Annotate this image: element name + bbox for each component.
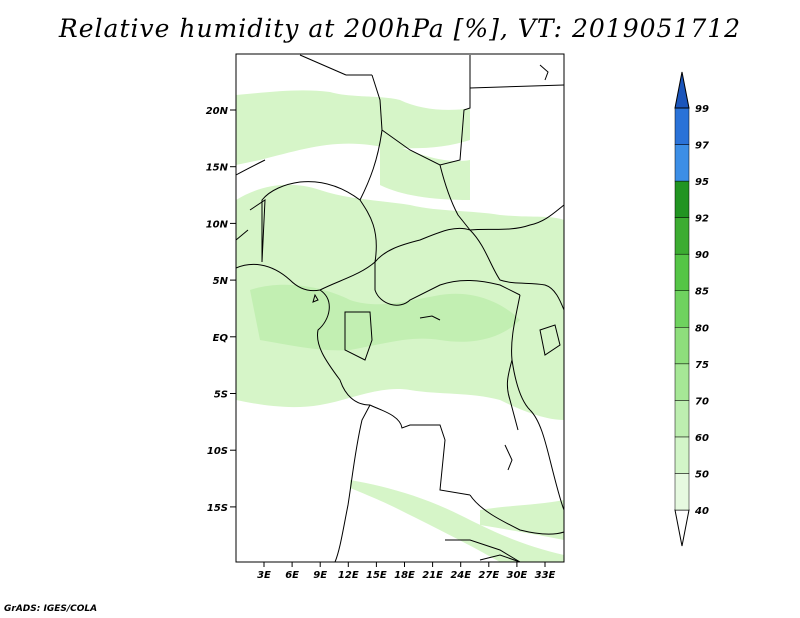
border-path (235, 263, 321, 292)
lon-tick-label: 21E (422, 570, 443, 581)
lat-tick-label: 10N (206, 219, 229, 230)
border-path (235, 199, 266, 263)
lake-mark (312, 293, 319, 303)
map-title: Relative humidity at 200hPa [%], VT: 201… (58, 14, 742, 43)
grads-credit: GrADS: IGES/COLA (4, 604, 98, 614)
colorbar-label: 80 (695, 323, 709, 334)
humidity-shading (236, 90, 564, 562)
border-path (469, 494, 565, 535)
lat-tick-label: 5S (214, 390, 228, 401)
lake-mark (504, 444, 513, 471)
colorbar-segment (674, 217, 690, 255)
longitude-axis: 3E 6E 9E 12E 15E 18E 21E 24E 27E 30E 33E (257, 562, 556, 581)
colorbar-label: 92 (695, 214, 709, 225)
border-path (506, 359, 519, 431)
border-path (511, 294, 531, 411)
lakes (312, 64, 549, 471)
colorbar-lower-arrow (674, 509, 690, 547)
lake-mark (539, 64, 549, 81)
border-path (299, 54, 372, 76)
colorbar-segment (674, 180, 690, 218)
colorbar-label: 95 (695, 177, 709, 188)
colorbar-segment (674, 473, 690, 511)
lat-tick-label: 20N (206, 106, 229, 117)
border-path (539, 324, 561, 356)
lat-tick-label: 15N (206, 163, 229, 174)
map-frame (235, 53, 565, 563)
lat-tick-label: EQ (213, 333, 229, 344)
colorbar-segment (674, 400, 690, 438)
border-path (445, 539, 521, 563)
lon-tick-label: 27E (478, 570, 499, 581)
border-path (479, 554, 521, 563)
border-path (334, 404, 371, 563)
border-path (439, 164, 471, 231)
colorbar-label: 85 (695, 287, 709, 298)
colorbar-label: 90 (695, 250, 709, 261)
colorbar-segment (674, 436, 690, 474)
colorbar-label: 40 (694, 506, 709, 517)
lon-tick-label: 3E (257, 570, 271, 581)
humidity-area-south (350, 480, 564, 562)
border-path (359, 199, 377, 263)
lon-tick-label: 15E (366, 570, 387, 581)
colorbar-segment (674, 327, 690, 365)
colorbar-segment (674, 253, 690, 291)
colorbar-segment (674, 144, 690, 182)
colorbar-segment (674, 363, 690, 401)
lon-tick-label: 33E (535, 570, 556, 581)
border-path (469, 229, 565, 311)
colorbar-label: 70 (695, 396, 709, 407)
lon-tick-label: 9E (313, 570, 327, 581)
lat-tick-label: 10S (207, 446, 228, 457)
humidity-area-north-2 (380, 140, 470, 200)
lon-tick-label: 30E (507, 570, 528, 581)
border-path (381, 55, 471, 166)
border-path (469, 204, 565, 231)
border-path (374, 262, 521, 306)
humidity-area-north (236, 90, 470, 165)
border-path (344, 311, 373, 361)
border-path (369, 404, 471, 496)
border-path (319, 227, 471, 291)
lon-tick-label: 12E (338, 570, 359, 581)
colorbar-upper-arrow (674, 71, 690, 109)
colorbar-label: 60 (695, 433, 709, 444)
border-path (529, 409, 565, 511)
lon-tick-label: 18E (394, 570, 415, 581)
colorbar: 40 50 60 70 75 80 85 90 92 95 97 99 (674, 71, 709, 547)
lon-tick-label: 6E (285, 570, 299, 581)
colorbar-label: 75 (695, 360, 709, 371)
humidity-area-southeast (480, 500, 564, 540)
border-path (261, 181, 361, 262)
lon-tick-label: 24E (450, 570, 471, 581)
colorbar-label: 50 (695, 469, 709, 480)
latitude-axis: 20N 15N 10N 5N EQ 5S 10S 15S (206, 106, 236, 514)
lake-mark (419, 315, 441, 321)
colorbar-segment (674, 290, 690, 328)
country-borders (235, 54, 565, 563)
colorbar-label: 97 (695, 141, 709, 152)
colorbar-segment (674, 107, 690, 145)
colorbar-label: 99 (695, 104, 709, 115)
border-path (316, 289, 371, 406)
lat-tick-label: 5N (213, 276, 229, 287)
humidity-area-central (236, 184, 564, 420)
lat-tick-label: 15S (207, 503, 228, 514)
border-path (469, 84, 565, 89)
